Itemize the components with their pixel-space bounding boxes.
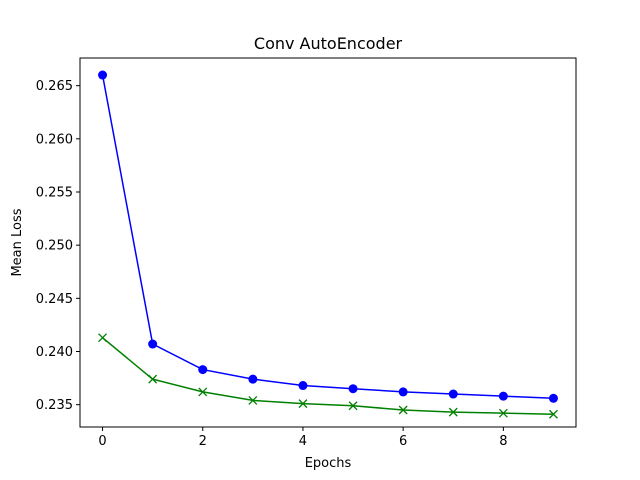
x-axis: 0 2 4 6 8: [98, 427, 507, 449]
data-point: [448, 407, 458, 417]
x-tick-label: 4: [299, 434, 307, 449]
y-axis: 0.235 0.240 0.245 0.250 0.255 0.260 0.265: [36, 79, 80, 413]
data-point: [398, 405, 408, 415]
x-tick-label: 2: [199, 434, 207, 449]
data-point: [148, 374, 158, 384]
data-point: [398, 387, 408, 397]
x-tick-label: 0: [98, 434, 106, 449]
plot-frame: [79, 57, 577, 428]
data-point: [98, 333, 108, 343]
data-point: [98, 70, 108, 80]
y-tick-label: 0.235: [36, 398, 73, 413]
series-1: [98, 70, 558, 403]
series-2: [98, 333, 558, 419]
data-point: [198, 387, 208, 397]
data-point: [248, 374, 258, 384]
data-point: [348, 401, 358, 411]
data-point: [248, 395, 258, 405]
data-point: [448, 389, 458, 399]
series-layer: [98, 70, 558, 419]
chart-title: Conv AutoEncoder: [254, 34, 403, 53]
series-line: [101, 74, 554, 400]
y-tick-label: 0.255: [36, 185, 73, 200]
data-point: [348, 384, 358, 394]
x-tick-label: 8: [499, 434, 507, 449]
y-tick-label: 0.245: [36, 292, 73, 307]
y-tick-label: 0.260: [36, 132, 73, 147]
x-tick-label: 6: [399, 434, 407, 449]
x-axis-label: Epochs: [305, 456, 352, 471]
data-point: [548, 393, 558, 403]
y-tick-label: 0.250: [36, 239, 73, 254]
series-line: [102, 337, 554, 415]
data-point: [498, 408, 508, 418]
data-point: [498, 391, 508, 401]
y-tick-label: 0.240: [36, 345, 73, 360]
data-point: [198, 365, 208, 375]
data-point: [548, 409, 558, 419]
y-tick-label: 0.265: [36, 79, 73, 94]
data-point: [298, 381, 308, 391]
y-axis-label: Mean Loss: [10, 208, 25, 276]
data-point: [148, 339, 158, 349]
data-point: [298, 399, 308, 409]
